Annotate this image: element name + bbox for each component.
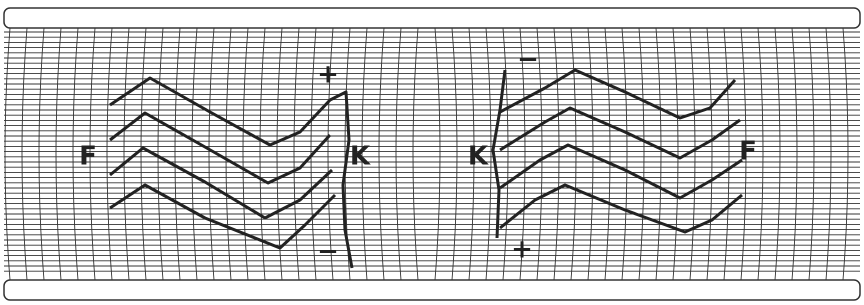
- label-plus: +: [317, 60, 339, 90]
- band-line: [56, 28, 61, 280]
- band-line: [107, 28, 112, 280]
- band-line: [294, 28, 299, 280]
- band-line: [826, 28, 831, 280]
- band-line: [379, 28, 384, 280]
- top-bar: [4, 8, 860, 28]
- band-line: [22, 28, 27, 280]
- label-f: F: [79, 142, 97, 172]
- band-line: [809, 28, 814, 280]
- band-line: [639, 28, 644, 280]
- wave: [500, 145, 742, 198]
- band-line: [209, 28, 214, 280]
- band-line: [396, 28, 401, 280]
- band-line: [243, 28, 248, 280]
- wave: [110, 185, 335, 248]
- band-line: [141, 28, 146, 280]
- band-line: [605, 28, 610, 280]
- label-plus: +: [511, 235, 533, 265]
- band-line: [554, 28, 559, 280]
- fibre-diagram: F K + − K F − +: [0, 0, 864, 305]
- band-line: [690, 28, 695, 280]
- label-minus: −: [517, 45, 539, 75]
- band-line: [39, 28, 44, 280]
- label-k: K: [350, 142, 371, 172]
- band-line: [622, 28, 627, 280]
- band-line: [158, 28, 163, 280]
- left-waves: [110, 78, 352, 268]
- band-line: [571, 28, 576, 280]
- label-minus: −: [317, 237, 339, 267]
- band-line: [277, 28, 282, 280]
- band-line: [124, 28, 129, 280]
- label-f: F: [739, 137, 757, 167]
- band-line: [413, 28, 418, 280]
- band-line: [656, 28, 661, 280]
- striation-grid: [4, 28, 860, 280]
- band-line: [192, 28, 197, 280]
- k-line: [493, 70, 505, 238]
- bottom-bar: [4, 280, 860, 300]
- label-k: K: [468, 142, 489, 172]
- band-line: [724, 28, 729, 280]
- band-line: [226, 28, 231, 280]
- band-line: [503, 28, 508, 280]
- band-line: [435, 28, 440, 280]
- band-line: [843, 28, 848, 280]
- band-line: [775, 28, 780, 280]
- band-line: [452, 28, 457, 280]
- right-waves: [493, 70, 742, 238]
- band-line: [5, 28, 10, 280]
- band-line: [175, 28, 180, 280]
- band-line: [792, 28, 797, 280]
- wave: [110, 78, 330, 145]
- band-line: [73, 28, 78, 280]
- band-line: [758, 28, 763, 280]
- band-line: [707, 28, 712, 280]
